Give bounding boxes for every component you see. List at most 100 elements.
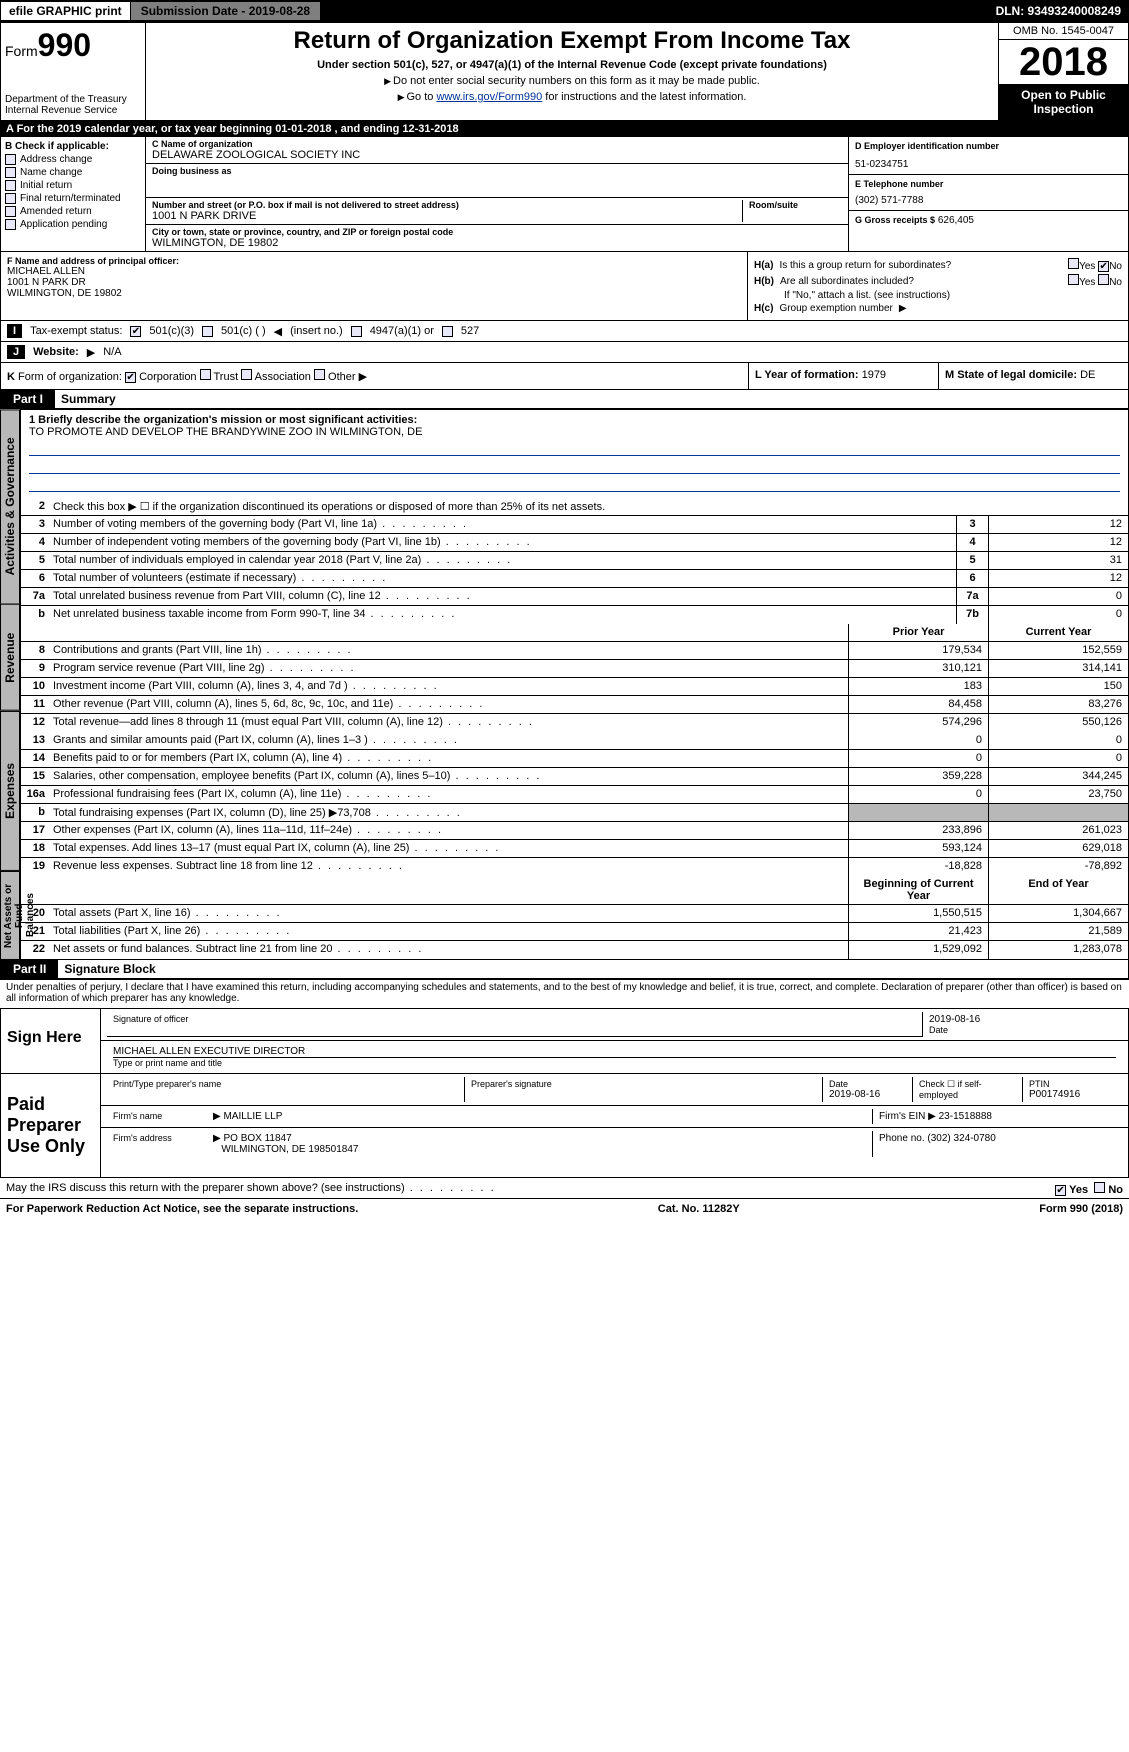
- paperwork-notice: For Paperwork Reduction Act Notice, see …: [6, 1203, 358, 1215]
- section-bcd: B Check if applicable: Address change Na…: [0, 137, 1129, 252]
- irs-link[interactable]: www.irs.gov/Form990: [436, 91, 542, 103]
- part1-summary: Activities & Governance Revenue Expenses…: [0, 409, 1129, 960]
- line-15: 15Salaries, other compensation, employee…: [21, 768, 1128, 786]
- cb-pending[interactable]: [5, 219, 16, 230]
- firm-name: MAILLIE LLP: [223, 1111, 282, 1122]
- form-number: Form990: [5, 27, 141, 64]
- cb-hb-yes[interactable]: [1068, 274, 1079, 285]
- officer-name: MICHAEL ALLEN: [7, 266, 741, 277]
- line-13: 13Grants and similar amounts paid (Part …: [21, 732, 1128, 750]
- line-19: 19Revenue less expenses. Subtract line 1…: [21, 858, 1128, 876]
- row-lm: L Year of formation: 1979 M State of leg…: [748, 363, 1128, 389]
- signature-block: Sign Here Signature of officer 2019-08-1…: [0, 1008, 1129, 1178]
- col-b-title: B Check if applicable:: [5, 141, 141, 152]
- cb-corp[interactable]: [125, 372, 136, 383]
- street-address: 1001 N PARK DRIVE: [152, 210, 742, 222]
- line-11: 11Other revenue (Part VIII, column (A), …: [21, 696, 1128, 714]
- line-10: 10Investment income (Part VIII, column (…: [21, 678, 1128, 696]
- line-b: bTotal fundraising expenses (Part IX, co…: [21, 804, 1128, 822]
- cb-ha-no[interactable]: [1098, 261, 1109, 272]
- tax-year: 2018: [999, 40, 1128, 84]
- submission-date: Submission Date - 2019-08-28: [131, 2, 320, 20]
- officer-name-title: MICHAEL ALLEN EXECUTIVE DIRECTOR: [113, 1046, 1116, 1057]
- header-right: OMB No. 1545-0047 2018 Open to Public In…: [998, 23, 1128, 120]
- firm-ein: 23-1518888: [939, 1111, 992, 1122]
- row-k: K Form of organization: Corporation Trus…: [1, 363, 748, 389]
- cb-hb-no[interactable]: [1098, 274, 1109, 285]
- part2-header: Part II Signature Block: [0, 960, 1129, 979]
- city-state-zip: WILMINGTON, DE 19802: [152, 237, 842, 249]
- open-inspection: Open to Public Inspection: [999, 84, 1128, 120]
- cb-other[interactable]: [314, 369, 325, 380]
- website: N/A: [103, 346, 121, 358]
- telephone: (302) 571-7788: [855, 195, 1122, 206]
- row-kl: K Form of organization: Corporation Trus…: [0, 363, 1129, 390]
- top-bar: efile GRAPHIC print Submission Date - 20…: [0, 0, 1129, 22]
- section-fh: F Name and address of principal officer:…: [0, 252, 1129, 321]
- line-17: 17Other expenses (Part IX, column (A), l…: [21, 822, 1128, 840]
- firm-phone: (302) 324-0780: [927, 1133, 995, 1144]
- cb-ha-yes[interactable]: [1068, 258, 1079, 269]
- line-1: 1 Briefly describe the organization's mi…: [21, 410, 1128, 498]
- irs: Internal Revenue Service: [5, 105, 141, 116]
- gross-receipts: 626,405: [938, 215, 974, 226]
- sig-date: 2019-08-16: [929, 1014, 1116, 1025]
- line-20: 20Total assets (Part X, line 16)1,550,51…: [21, 905, 1128, 923]
- cb-final[interactable]: [5, 193, 16, 204]
- omb-number: OMB No. 1545-0047: [999, 23, 1128, 40]
- cb-initial[interactable]: [5, 180, 16, 191]
- cb-501c3[interactable]: [130, 326, 141, 337]
- line-3: 3Number of voting members of the governi…: [21, 516, 1128, 534]
- part1-header: Part I Summary: [0, 390, 1129, 409]
- subtitle-2: Do not enter social security numbers on …: [154, 75, 990, 87]
- line-6: 6Total number of volunteers (estimate if…: [21, 570, 1128, 588]
- cb-4947[interactable]: [351, 326, 362, 337]
- tab-revenue: Revenue: [0, 604, 20, 711]
- ptin: P00174916: [1029, 1089, 1116, 1100]
- col-c: C Name of organizationDELAWARE ZOOLOGICA…: [146, 137, 848, 251]
- header-left: Form990 Department of the Treasury Inter…: [1, 23, 146, 120]
- row-a: A For the 2019 calendar year, or tax yea…: [0, 121, 1129, 137]
- line-8: 8Contributions and grants (Part VIII, li…: [21, 642, 1128, 660]
- discuss-row: May the IRS discuss this return with the…: [0, 1178, 1129, 1199]
- cb-discuss-no[interactable]: [1094, 1182, 1105, 1193]
- efile-badge: efile GRAPHIC print: [0, 1, 131, 21]
- line-16a: 16aProfessional fundraising fees (Part I…: [21, 786, 1128, 804]
- cb-501c[interactable]: [202, 326, 213, 337]
- line-4: 4Number of independent voting members of…: [21, 534, 1128, 552]
- dept-treasury: Department of the Treasury: [5, 94, 141, 105]
- cb-assoc[interactable]: [241, 369, 252, 380]
- line-b: bNet unrelated business taxable income f…: [21, 606, 1128, 624]
- cb-address[interactable]: [5, 154, 16, 165]
- tab-governance: Activities & Governance: [0, 409, 20, 604]
- row-i: I Tax-exempt status: 501(c)(3) 501(c) ( …: [0, 321, 1129, 342]
- form-ref: Form 990 (2018): [1039, 1203, 1123, 1215]
- cb-trust[interactable]: [200, 369, 211, 380]
- col-b: B Check if applicable: Address change Na…: [1, 137, 146, 251]
- dln: DLN: 93493240008249: [988, 2, 1129, 20]
- line-21: 21Total liabilities (Part X, line 26)21,…: [21, 923, 1128, 941]
- cb-discuss-yes[interactable]: [1055, 1185, 1066, 1196]
- line-7a: 7aTotal unrelated business revenue from …: [21, 588, 1128, 606]
- tab-net: Net Assets or Fund Balances: [0, 871, 20, 960]
- cb-name[interactable]: [5, 167, 16, 178]
- subtitle-3: Go to www.irs.gov/Form990 for instructio…: [154, 91, 990, 103]
- perjury-text: Under penalties of perjury, I declare th…: [0, 979, 1129, 1006]
- mission-text: TO PROMOTE AND DEVELOP THE BRANDYWINE ZO…: [29, 426, 422, 438]
- prep-date: 2019-08-16: [829, 1089, 906, 1100]
- firm-addr2: WILMINGTON, DE 198501847: [221, 1144, 358, 1155]
- org-name: DELAWARE ZOOLOGICAL SOCIETY INC: [152, 149, 842, 161]
- form-header: Form990 Department of the Treasury Inter…: [0, 22, 1129, 121]
- subtitle-1: Under section 501(c), 527, or 4947(a)(1)…: [154, 59, 990, 71]
- cb-amended[interactable]: [5, 206, 16, 217]
- footer: For Paperwork Reduction Act Notice, see …: [0, 1199, 1129, 1219]
- tab-expenses: Expenses: [0, 711, 20, 871]
- state-domicile: DE: [1080, 369, 1095, 381]
- year-formation: 1979: [862, 369, 886, 381]
- firm-addr1: PO BOX 11847: [223, 1133, 291, 1144]
- cb-527[interactable]: [442, 326, 453, 337]
- officer-addr1: 1001 N PARK DR: [7, 277, 741, 288]
- paid-preparer-label: Paid Preparer Use Only: [1, 1074, 101, 1177]
- form-title: Return of Organization Exempt From Incom…: [154, 27, 990, 55]
- col-h: H(a)Is this a group return for subordina…: [748, 252, 1128, 320]
